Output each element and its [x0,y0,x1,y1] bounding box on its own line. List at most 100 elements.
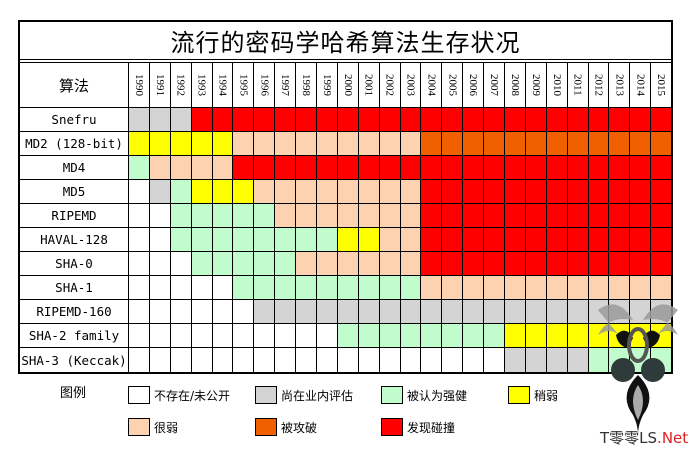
status-cell [129,348,150,372]
status-cell [129,132,150,155]
status-cell [254,156,276,179]
status-cell [275,348,297,372]
status-cell [525,228,547,251]
status-cell [296,300,318,323]
algorithm-name: SHA-2 family [20,324,129,347]
status-cell [358,300,380,323]
status-cell [400,180,422,203]
status-cell [358,180,380,203]
status-cell [212,108,234,131]
year-label: 1993 [195,74,208,96]
status-cell [317,324,338,347]
algorithm-name: RIPEMD-160 [20,300,129,323]
status-cell [129,300,150,323]
status-cell [630,108,652,131]
status-cell [525,156,547,179]
status-cell [275,180,297,203]
status-cell [484,300,506,323]
status-cell [254,132,276,155]
year-header: 1999 [317,63,338,107]
year-label: 2010 [550,74,563,96]
status-cell [442,348,464,372]
status-cell [317,300,338,323]
status-cell [421,228,443,251]
status-cell [609,276,631,299]
legend-item: 很弱 [128,418,178,436]
table-row: MD5 [20,180,672,204]
status-cell [358,276,380,299]
status-cell [317,108,338,131]
status-cell [463,252,485,275]
year-header: 2003 [401,63,422,107]
status-cell [149,204,171,227]
status-cell [442,204,464,227]
status-cell [442,228,464,251]
status-cell [525,300,547,323]
status-cell [588,252,610,275]
status-cell [296,324,318,347]
algorithm-name: Snefru [20,108,129,131]
status-cell [546,348,568,372]
status-cell [630,156,652,179]
status-cell [630,252,652,275]
legend-item: 被攻破 [255,418,317,436]
status-cell [254,204,276,227]
status-cell [149,180,171,203]
status-cell [400,228,422,251]
status-cell [567,132,589,155]
table-row: MD4 [20,156,672,180]
year-header: 1994 [213,63,234,107]
status-cell [337,300,359,323]
legend-item: 被认为强健 [381,386,467,404]
status-cell [546,132,568,155]
table-row: SHA-3 (Keccak) [20,348,672,372]
status-cell [212,180,234,203]
status-cell [233,180,255,203]
status-cell [379,108,401,131]
status-cell [567,204,589,227]
year-label: 2007 [488,74,501,96]
status-cell [149,108,171,131]
status-cell [630,204,652,227]
status-cell [484,276,506,299]
status-cell [337,324,359,347]
status-cell [379,276,401,299]
status-cell [296,348,318,372]
status-cell [421,132,443,155]
year-label: 1990 [132,74,145,96]
status-cell [337,228,359,251]
status-cell [129,156,150,179]
status-cell [379,300,401,323]
status-cell [421,180,443,203]
status-cell [379,252,401,275]
status-cell [609,156,631,179]
status-cell [358,324,380,347]
year-label: 2004 [425,74,438,96]
status-cell [630,228,652,251]
status-cell [651,132,672,155]
status-cell [317,276,338,299]
status-cell [505,348,526,372]
status-cell [546,300,568,323]
status-cell [379,132,401,155]
table-row: RIPEMD-160 [20,300,672,324]
status-cell [254,276,276,299]
status-cell [254,324,276,347]
status-cell [484,252,506,275]
status-cell [212,228,234,251]
algorithm-column-header: 算法 [20,63,129,107]
year-label: 1999 [320,74,333,96]
status-cell [463,132,485,155]
year-header: 2009 [526,63,547,107]
status-cell [233,156,255,179]
status-cell [630,276,652,299]
status-cell [275,276,297,299]
status-cell [191,108,213,131]
status-cell [525,324,547,347]
status-cell [191,348,213,372]
status-cell [588,204,610,227]
status-cell [129,228,150,251]
status-cell [442,156,464,179]
status-cell [567,180,589,203]
status-cell [317,132,338,155]
